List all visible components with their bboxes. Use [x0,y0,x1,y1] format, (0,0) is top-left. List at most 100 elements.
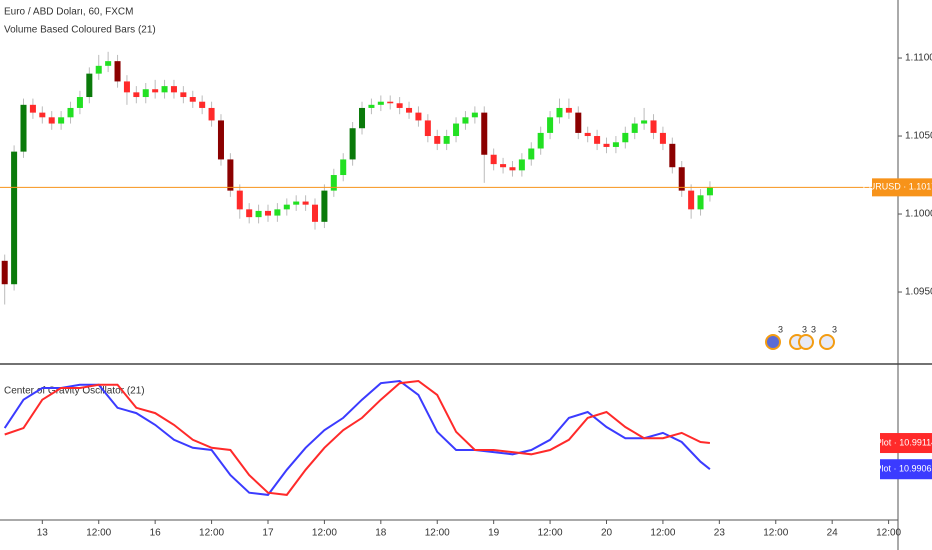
candle-body [311,204,319,222]
candle-body [302,201,309,205]
candle-body [180,92,187,98]
candle-body [471,112,478,118]
candle-body [20,104,27,152]
candle-body [490,154,497,165]
y-tick-label: 1.11000 [905,53,932,64]
candle-body [161,86,168,93]
candle-body [274,209,281,216]
price-label-box [872,178,932,197]
x-tick-label: 16 [150,528,162,539]
candle-body [641,120,648,124]
candle-body [255,210,262,218]
candle-body [603,143,610,147]
candle-body [462,117,469,124]
candle-body [208,107,215,121]
candle-body [105,61,112,66]
candle-body [396,103,403,108]
x-tick-label: 13 [37,528,49,539]
candle-body [48,117,55,124]
candle-body [650,120,657,133]
event-count: 3 [778,324,783,334]
candle-body [227,159,234,191]
candle-body [528,148,535,160]
candle-body [500,164,507,168]
candle-body [349,128,356,160]
x-tick-label: 12:00 [763,528,788,539]
candle-body [114,61,121,82]
candle-body [170,86,177,93]
oscillator-label: Center of Gravity Oscillator (21) [4,386,145,397]
candle-body [481,112,488,155]
candle-body [67,107,74,118]
y-tick-label: 1.10500 [905,131,932,142]
candle-body [415,112,422,121]
candle-body [659,132,666,144]
candle-body [76,97,83,108]
event-icon [819,334,835,350]
x-tick-label: 12:00 [199,528,224,539]
x-tick-label: 12:00 [425,528,450,539]
candle-body [556,107,563,118]
y-tick-label: 1.10000 [905,209,932,220]
x-tick-label: 17 [262,528,274,539]
candle-body [1,260,8,285]
candle-body [584,132,591,137]
candle-body [189,97,196,102]
x-tick-label: 12:00 [876,528,901,539]
candle-body [706,187,713,196]
candle-body [377,101,384,105]
symbol-title: Euro / ABD Doları, 60, FXCM [4,7,134,18]
candle-body [95,65,102,74]
candle-body [453,123,460,137]
candle-body [340,159,347,176]
candle-body [612,142,619,147]
event-icon [765,334,781,350]
candle-body [123,81,130,93]
plot-label: Plot · 10.99065 [875,464,932,474]
candle-body [264,210,271,216]
candle-body [246,209,253,218]
plot-label-box [880,459,932,480]
price-label: EURUSD · 1.10171 [863,182,932,192]
candle-body [518,159,525,171]
candle-body [236,190,243,210]
x-tick-label: 12:00 [538,528,563,539]
candle-body [537,132,544,149]
candle-body [688,190,695,210]
x-tick-label: 12:00 [312,528,337,539]
candle-body [359,107,366,129]
x-tick-label: 23 [714,528,726,539]
candle-body [86,73,93,98]
indicator-label: Volume Based Coloured Bars (21) [4,25,156,36]
oscillator-line [3,379,711,496]
candle-body [669,143,676,168]
x-tick-label: 19 [488,528,500,539]
candle-body [29,104,36,113]
candle-body [142,89,149,98]
candle-body [58,117,65,124]
event-count: 3 [802,324,807,334]
candle-body [406,107,413,113]
candle-body [678,167,685,191]
candle-body [368,104,375,108]
candle-body [594,136,601,144]
candle-body [217,120,224,160]
candle-body [387,101,394,104]
candle-body [443,136,450,144]
plot-label-box [880,433,932,454]
candle-body [509,167,516,171]
x-tick-label: 20 [601,528,613,539]
candle-body [631,123,638,133]
candle-body [39,112,46,118]
candle-body [293,201,300,205]
x-tick-label: 18 [375,528,387,539]
x-tick-label: 12:00 [86,528,111,539]
candle-body [434,136,441,144]
candle-body [11,151,18,285]
event-count: 3 [811,324,816,334]
candle-body [152,89,159,93]
plot-label: Plot · 10.99114 [876,437,932,447]
candle-body [565,107,572,113]
